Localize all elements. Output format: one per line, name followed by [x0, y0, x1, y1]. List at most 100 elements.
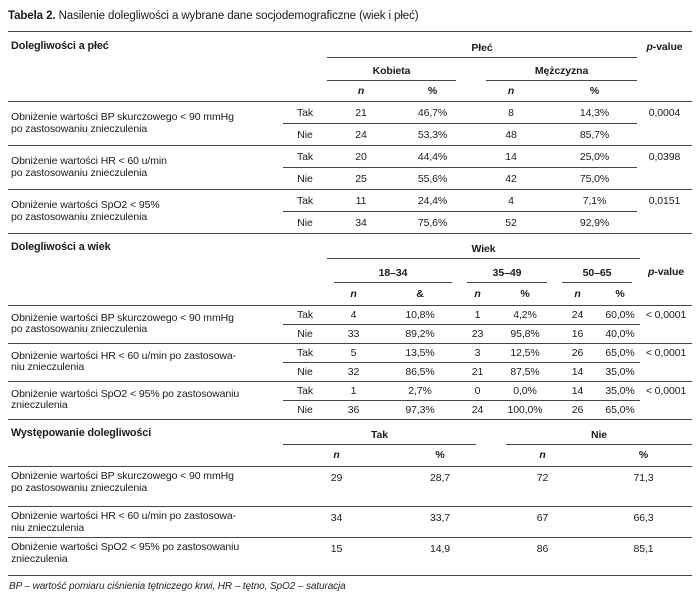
subgroup-header-kobieta: Kobieta — [327, 65, 456, 81]
value-cell: 65,0% — [600, 400, 641, 420]
value-cell: 71,3 — [595, 466, 693, 507]
value-cell: 52 — [470, 211, 552, 234]
col-header-n: n — [470, 80, 552, 102]
value-cell: 15 — [283, 537, 390, 576]
value-cell: 4,2% — [495, 305, 555, 325]
value-cell: 25,0% — [552, 145, 638, 168]
value-cell: 60,0% — [600, 305, 641, 325]
value-cell: 21 — [327, 101, 395, 124]
value-cell: 97,3% — [380, 400, 460, 420]
subgroup-header-35-49: 35–49 — [467, 267, 547, 283]
value-cell: 12,5% — [495, 343, 555, 363]
value-cell: 7,1% — [552, 189, 638, 212]
value-cell: 66,3 — [595, 506, 693, 538]
yes-label: Tak — [283, 189, 327, 212]
value-cell: 42 — [470, 167, 552, 190]
value-cell: 24 — [460, 400, 495, 420]
value-cell: 33,7 — [390, 506, 491, 538]
table-caption: Nasilenie dolegliwości a wybrane dane so… — [55, 10, 419, 22]
value-cell: 8 — [470, 101, 552, 124]
value-cell: 40,0% — [600, 324, 641, 344]
no-label: Nie — [283, 123, 327, 146]
value-cell: 24 — [327, 123, 395, 146]
value-cell: 34 — [327, 211, 395, 234]
p-value-cell: < 0,0001 — [640, 381, 693, 420]
row-label-bp: Obniżenie wartości BP skurczowego < 90 m… — [8, 466, 283, 507]
value-cell: 35,0% — [600, 362, 641, 382]
col-header-pct: % — [395, 80, 470, 102]
yes-label: Tak — [283, 305, 327, 325]
table-symptoms-by-sex: Dolegliwości a płeć Płeć p-value Kobieta… — [8, 31, 693, 234]
value-cell: 89,2% — [380, 324, 460, 344]
value-cell: 33 — [327, 324, 380, 344]
value-cell: 2,7% — [380, 381, 460, 401]
value-cell: 14 — [555, 362, 600, 382]
p-value-cell: < 0,0001 — [640, 343, 693, 382]
value-cell: 10,8% — [380, 305, 460, 325]
value-cell: 20 — [327, 145, 395, 168]
no-label: Nie — [283, 362, 327, 382]
col-header-n: n — [460, 283, 495, 306]
value-cell: 36 — [327, 400, 380, 420]
value-cell: 92,9% — [552, 211, 638, 234]
value-cell: 67 — [490, 506, 596, 538]
row-label-hr: Obniżenie wartości HR < 60 u/min po zast… — [8, 506, 283, 538]
group-header-sex: Płeć — [327, 42, 638, 58]
value-cell: 86 — [490, 537, 596, 576]
value-cell: 72 — [490, 466, 596, 507]
group-header-age: Wiek — [327, 243, 641, 259]
section-header-occurrence: Występowanie dolegliwości — [11, 426, 152, 439]
row-label-hr: Obniżenie wartości HR < 60 u/min po zast… — [8, 343, 283, 382]
col-header-n: n — [283, 444, 390, 467]
value-cell: 55,6% — [395, 167, 470, 190]
no-label: Nie — [283, 324, 327, 344]
value-cell: 95,8% — [495, 324, 555, 344]
no-label: Nie — [283, 211, 327, 234]
value-cell: 16 — [555, 324, 600, 344]
no-label: Nie — [283, 167, 327, 190]
value-cell: 23 — [460, 324, 495, 344]
p-value-header: p-value — [646, 40, 683, 53]
value-cell: 48 — [470, 123, 552, 146]
subgroup-header-50-65: 50–65 — [562, 267, 633, 283]
value-cell: 5 — [327, 343, 380, 363]
p-value-cell: 0,0004 — [637, 101, 693, 146]
p-value-header: p-value — [647, 266, 685, 278]
row-label-spo2: Obniżenie wartości SpO2 < 95% po zastoso… — [8, 381, 283, 420]
value-cell: 21 — [460, 362, 495, 382]
no-label: Nie — [283, 400, 327, 420]
value-cell: 14 — [555, 381, 600, 401]
row-label-spo2: Obniżenie wartości SpO2 < 95% po zastoso… — [8, 537, 283, 576]
value-cell: 28,7 — [390, 466, 491, 507]
value-cell: 29 — [283, 466, 390, 507]
value-cell: 24 — [555, 305, 600, 325]
col-header-n: n — [555, 283, 600, 306]
yes-label: Tak — [283, 101, 327, 124]
col-header-pct: % — [600, 283, 641, 306]
row-label-bp: Obniżenie wartości BP skurczowego < 90 m… — [8, 305, 283, 344]
p-value-cell: 0,0398 — [637, 145, 693, 190]
col-header-pct: % — [552, 80, 638, 102]
value-cell: 14 — [470, 145, 552, 168]
value-cell: 32 — [327, 362, 380, 382]
value-cell: 100,0% — [495, 400, 555, 420]
row-label-spo2: Obniżenie wartości SpO2 < 95% po zastoso… — [8, 189, 283, 234]
col-header-pct: % — [390, 444, 491, 467]
value-cell: 24,4% — [395, 189, 470, 212]
col-header-pct: & — [380, 283, 460, 306]
subgroup-header-tak: Tak — [283, 429, 477, 445]
page-title: Tabela 2. Nasilenie dolegliwości a wybra… — [8, 10, 692, 31]
row-label-bp: Obniżenie wartości BP skurczowego < 90 m… — [8, 101, 283, 146]
value-cell: 1 — [327, 381, 380, 401]
section-header-age: Dolegliwości a wiek — [11, 241, 111, 253]
col-header-pct: % — [595, 444, 693, 467]
col-header-pct: % — [495, 283, 555, 306]
value-cell: 35,0% — [600, 381, 641, 401]
value-cell: 0,0% — [495, 381, 555, 401]
subgroup-header-mezczyzna: Mężczyzna — [486, 65, 638, 81]
value-cell: 85,7% — [552, 123, 638, 146]
value-cell: 14,9 — [390, 537, 491, 576]
value-cell: 26 — [555, 343, 600, 363]
subgroup-header-18-34: 18–34 — [334, 267, 452, 283]
value-cell: 75,6% — [395, 211, 470, 234]
